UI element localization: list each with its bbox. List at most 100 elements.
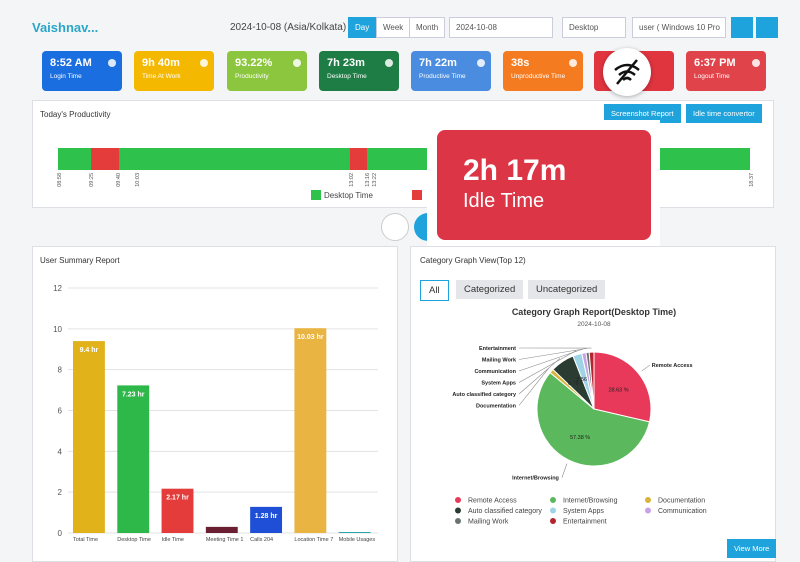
stat-card: 6:37 PM Logout Time [686, 51, 766, 91]
value-label: 2.17 hr [166, 495, 189, 502]
stat-card: 38s Unproductive Time [503, 51, 583, 91]
legend-label: System Apps [563, 508, 604, 515]
card-label: Desktop Time [327, 73, 367, 80]
legend-swatch [455, 507, 461, 514]
legend-swatch [455, 497, 461, 503]
legend-label: Mailing Work [468, 519, 509, 526]
x-tick-label: Desktop Time [117, 537, 151, 543]
timeline-time: 13:02 [349, 173, 355, 187]
slice-label: Entertainment [479, 346, 516, 352]
info-icon [293, 59, 301, 67]
card-label: Logout Time [694, 73, 730, 80]
stat-card: 8:52 AM Login Time [42, 51, 122, 91]
legend-swatch [455, 518, 461, 524]
value-label: 1.28 hr [255, 513, 278, 520]
card-value: 9h 40m [142, 57, 180, 69]
date-input[interactable]: 2024-10-08 [449, 17, 553, 38]
stat-card: 7h 23m Desktop Time [319, 51, 399, 91]
idle-label: Idle Time [463, 190, 545, 212]
x-tick-label: Total Time [73, 537, 98, 543]
tab-categorized[interactable]: Categorized [456, 280, 524, 299]
timeline-time: 18:37 [749, 173, 755, 187]
value-label: 2.56 % [576, 377, 593, 383]
tab-day[interactable]: Day [348, 17, 377, 38]
chart-title: Category Graph Report(Desktop Time) [512, 307, 676, 317]
tab-all[interactable]: All [420, 280, 449, 301]
value-label: 6.78 % [568, 381, 585, 387]
value-label: 7.23 hr [122, 391, 145, 398]
filter-button[interactable] [731, 17, 753, 38]
info-icon [385, 59, 393, 67]
info-icon [108, 59, 116, 67]
card-value: 6:37 PM [694, 57, 736, 69]
tab-uncategorized[interactable]: Uncategorized [528, 280, 606, 299]
x-tick-label: Meeting Time 1 [206, 537, 244, 543]
chart-subtitle: 2024-10-08 [577, 321, 611, 328]
info-icon [569, 59, 577, 67]
legend-label: Desktop Time [324, 191, 373, 200]
leader-line [518, 350, 577, 383]
value-label: 9.4 hr [80, 347, 99, 354]
timeline-time: 09:25 [89, 173, 95, 187]
screenshot-button[interactable]: Screenshot Report [604, 104, 681, 123]
tab-month[interactable]: Month [409, 17, 446, 38]
bar [117, 385, 150, 533]
idle-segment [350, 148, 367, 170]
y-tick-label: 8 [58, 366, 63, 375]
info-icon [200, 59, 208, 67]
idle-segment [91, 148, 119, 170]
bar [338, 531, 371, 533]
panel-title: Today's Productivity [40, 110, 111, 119]
card-label: Productive Time [419, 73, 466, 80]
info-icon [477, 59, 485, 67]
idle-value: 2h 17m [463, 154, 567, 187]
pie-slice [588, 351, 595, 410]
bar [250, 506, 283, 533]
stat-card: 7h 22m Productive Time [411, 51, 491, 91]
x-tick-label: Idle Time [162, 537, 184, 543]
download-button[interactable] [756, 17, 778, 38]
slice-label: Documentation [476, 404, 517, 410]
wifi-off [614, 59, 640, 85]
bar [161, 488, 194, 533]
slice-label: System Apps [481, 381, 516, 387]
leader-line [641, 364, 650, 372]
y-tick-label: 2 [58, 488, 63, 497]
bar [205, 526, 238, 533]
leader-line [518, 348, 584, 372]
card-value: 8:52 AM [50, 57, 92, 69]
view-more-button[interactable]: View More [727, 539, 777, 558]
card-label: Login Time [50, 73, 82, 80]
legend-swatch [550, 518, 556, 524]
idle-convertor-button[interactable]: Idle time convertor [686, 104, 762, 123]
legend-label: Internet/Browsing [563, 498, 618, 505]
leader-line [561, 463, 568, 478]
panel-title: Category Graph View(Top 12) [420, 256, 526, 265]
value-label: 28.63 % [608, 387, 628, 393]
legend-swatch [645, 507, 651, 514]
view-toggle[interactable] [381, 213, 409, 241]
legend-label: Remote Access [468, 498, 517, 505]
y-tick-label: 12 [53, 284, 62, 293]
card-value: 38s [511, 57, 530, 69]
idle-popup: 2h 17m Idle Time [437, 130, 651, 240]
y-tick-label: 6 [58, 407, 63, 416]
timeline-time: 08:58 [57, 173, 63, 187]
card-label: Unproductive Time [511, 73, 566, 80]
offline-icon [603, 48, 651, 96]
tab-week[interactable]: Week [376, 17, 411, 38]
value-label: 10.03 hr [297, 334, 324, 341]
legend-label: Documentation [658, 498, 705, 505]
device-select[interactable]: Desktop [562, 17, 626, 38]
timeline-time: 09:40 [116, 173, 122, 187]
legend-swatch [412, 190, 422, 200]
info-icon [752, 59, 760, 67]
legend-swatch [311, 190, 321, 200]
card-value: 7h 22m [419, 57, 457, 69]
stat-card: 9h 40m Time At Work [134, 51, 214, 91]
slice-label: Communication [474, 369, 516, 375]
pie-slice [536, 371, 651, 467]
user-select[interactable]: user ( Windows 10 Pro [632, 17, 726, 38]
y-tick-label: 4 [58, 447, 63, 456]
